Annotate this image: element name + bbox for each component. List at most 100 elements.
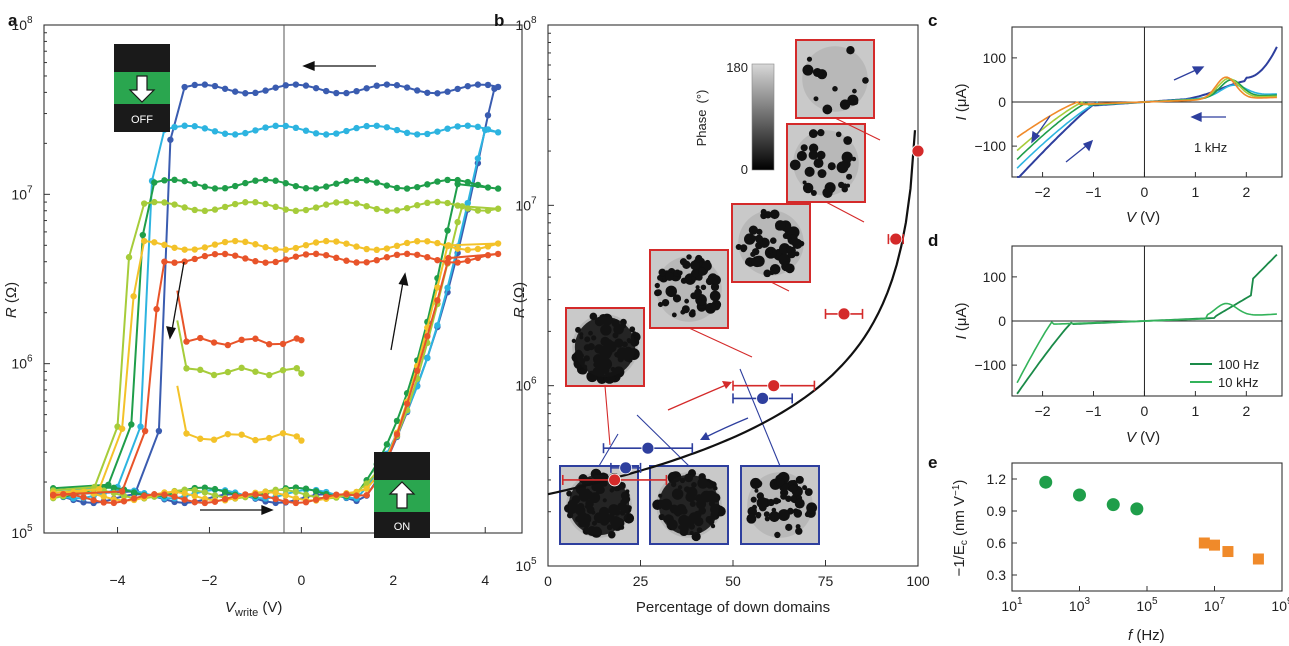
on-label: ON — [394, 521, 411, 533]
pfm-speckle — [852, 88, 857, 94]
a-loop-point — [242, 255, 249, 262]
e-point-circle — [1073, 488, 1086, 502]
a-loop-point — [191, 206, 198, 214]
a-minor-loop-point — [183, 338, 190, 345]
e-xtick-label-exp: 9 — [1287, 596, 1289, 607]
a-loop-point — [151, 179, 158, 186]
a-loop-point — [494, 185, 502, 192]
a-minor-loop-point — [279, 430, 287, 437]
a-loop-point — [323, 183, 330, 190]
a-loop-point — [221, 85, 229, 92]
panel-b-xlabel: Percentage of down domains — [636, 599, 830, 616]
pfm-speckle — [813, 158, 824, 169]
a-loop-point — [90, 497, 97, 504]
a-xtick-label: 2 — [389, 572, 397, 588]
e-ytick-label: 0.6 — [987, 535, 1007, 551]
a-loop-point — [167, 136, 174, 143]
a-loop-point — [211, 485, 219, 493]
a-loop-point — [353, 243, 360, 250]
a-loop-point — [282, 180, 289, 187]
a-loop-point — [494, 83, 502, 91]
a-loop-point — [454, 259, 461, 266]
a-loop-point — [211, 250, 219, 258]
a-loop-point — [333, 491, 340, 498]
pfm-speckle — [815, 69, 824, 78]
a-loop-point — [211, 185, 219, 192]
b-point — [889, 232, 903, 246]
a-loop-point — [373, 205, 380, 213]
pfm-speckle — [785, 495, 792, 502]
a-loop-point — [181, 496, 188, 503]
b-ytick-label-base: 10 — [515, 17, 531, 33]
a-loop-point — [282, 256, 289, 263]
a-minor-loop-point — [266, 371, 273, 379]
a-loop-point — [353, 200, 360, 207]
panel-e-y-ticks: 1.2 0.9 0.6 0.3 — [987, 471, 1017, 583]
a-loop-point — [272, 122, 279, 130]
a-loop-point — [393, 417, 401, 425]
pfm-speckle — [709, 290, 721, 302]
a-loop-point — [403, 129, 411, 137]
e-point-circle — [1039, 475, 1053, 489]
a-minor-loop-point — [197, 334, 204, 342]
a-loop-point — [282, 498, 289, 505]
a-loop-point — [191, 492, 198, 500]
a-loop-point — [302, 241, 310, 249]
pfm-speckle — [760, 208, 767, 215]
pfm-speckle — [690, 260, 701, 271]
a-loop-point — [393, 251, 401, 259]
a-loop-point — [424, 354, 431, 362]
a-loop-point — [494, 250, 502, 258]
pfm-speckle — [694, 288, 702, 297]
a-loop-point — [221, 238, 229, 246]
pfm-image — [559, 465, 639, 545]
a-loop-point — [151, 239, 158, 246]
a-loop-point — [105, 481, 112, 489]
pfm-speckle — [768, 511, 780, 522]
c-ytick-label: 100 — [983, 50, 1007, 66]
a-xtick-label: 0 — [297, 572, 305, 588]
a-loop-point — [363, 122, 370, 130]
a-loop-point — [353, 87, 360, 95]
a-loop-point — [363, 259, 370, 266]
pfm-speckle — [697, 297, 702, 303]
b-ytick-label-exp: 8 — [531, 15, 537, 26]
a-loop-point — [201, 183, 209, 190]
pfm-speckle — [793, 509, 803, 518]
a-loop-point — [130, 489, 138, 496]
panel-letter-d: d — [928, 231, 938, 250]
a-ytick-label-exp: 6 — [27, 354, 33, 365]
panel-a-direction-arrows — [166, 61, 409, 515]
a-loop-point — [100, 499, 107, 506]
e-point-square — [1252, 553, 1264, 565]
a-loop-point — [181, 490, 188, 497]
a-loop-point — [343, 240, 350, 247]
a-loop-point — [302, 491, 310, 498]
a-loop-point — [201, 244, 209, 251]
e-ytick-label: 0.9 — [987, 503, 1007, 519]
panel-a-loops — [49, 81, 502, 507]
panel-c-xlabel: V (V) — [1126, 209, 1160, 226]
a-loop-point — [434, 128, 441, 135]
panel-e-points — [1039, 475, 1264, 565]
panel-e-ylabel: −1/Ec (nm V−1) — [951, 480, 970, 577]
a-loop-point — [424, 89, 431, 96]
a-loop-point — [292, 124, 300, 132]
pfm-speckle — [770, 237, 777, 244]
pfm-speckle — [808, 129, 818, 139]
pfm-speckle — [802, 180, 807, 185]
pfm-speckle — [752, 504, 757, 510]
b-ytick-label-base: 10 — [515, 378, 531, 394]
pfm-speckle — [796, 150, 807, 162]
a-loop-point — [272, 177, 279, 184]
a-minor-loop-point — [293, 364, 300, 372]
e-xtick-label-base: 10 — [1001, 598, 1017, 614]
e-xtick-label: 107 — [1204, 596, 1226, 614]
a-loop-point — [312, 239, 320, 246]
pfm-speckle — [843, 136, 853, 145]
a-loop-point — [201, 489, 209, 496]
a-loop-point — [252, 258, 259, 265]
colorbar-title: Phase(°) — [694, 90, 709, 147]
a-loop-point — [232, 493, 239, 500]
a-loop-point — [363, 245, 370, 253]
